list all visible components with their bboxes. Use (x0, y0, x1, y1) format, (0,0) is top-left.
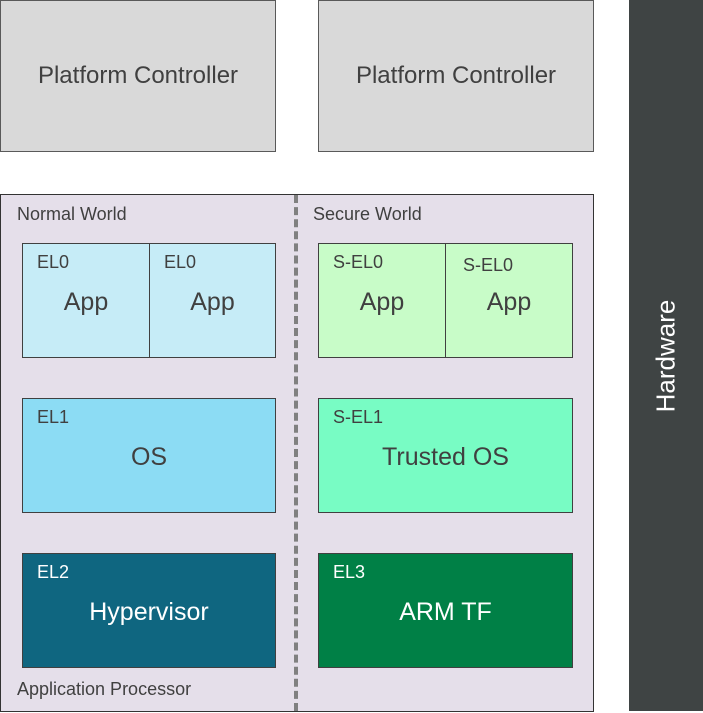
level-label: EL0 (37, 252, 70, 272)
el0-app-1: EL0 App (22, 243, 150, 358)
platform-controller-2: Platform Controller (318, 0, 594, 152)
platform-controller-label: Platform Controller (355, 62, 557, 89)
el0-app-2: EL0 App (149, 243, 276, 358)
component-name: App (190, 288, 235, 316)
platform-controller-label: Platform Controller (37, 62, 239, 89)
platform-controller-1: Platform Controller (0, 0, 276, 152)
el1-os: EL1 OS (22, 398, 276, 513)
component-name: Hypervisor (89, 598, 209, 626)
normal-world-label: Normal World (17, 204, 127, 224)
level-label: S-EL0 (463, 255, 514, 275)
component-name: ARM TF (399, 598, 492, 626)
component-name: Trusted OS (382, 443, 509, 471)
world-divider (294, 195, 298, 711)
level-label: S-EL1 (333, 407, 384, 427)
hardware-bar: Hardware (629, 0, 703, 711)
component-name: OS (130, 443, 168, 471)
component-name: App (486, 288, 532, 316)
sel0-app-1: S-EL0 App (318, 243, 446, 358)
component-name: App (359, 288, 405, 316)
application-processor-label: Application Processor (17, 679, 192, 699)
level-label: EL3 (333, 562, 366, 582)
secure-world-label: Secure World (313, 204, 422, 224)
el3-arm-tf: EL3 ARM TF (318, 553, 573, 668)
component-name: App (63, 288, 109, 316)
sel1-trusted-os: S-EL1 Trusted OS (318, 398, 573, 513)
hardware-label: Hardware (650, 299, 681, 412)
level-label: S-EL0 (333, 252, 384, 272)
sel0-app-2: S-EL0 App (445, 243, 573, 358)
level-label: EL0 (164, 252, 197, 272)
level-label: EL1 (37, 407, 70, 427)
level-label: EL2 (37, 562, 70, 582)
el2-hypervisor: EL2 Hypervisor (22, 553, 276, 668)
